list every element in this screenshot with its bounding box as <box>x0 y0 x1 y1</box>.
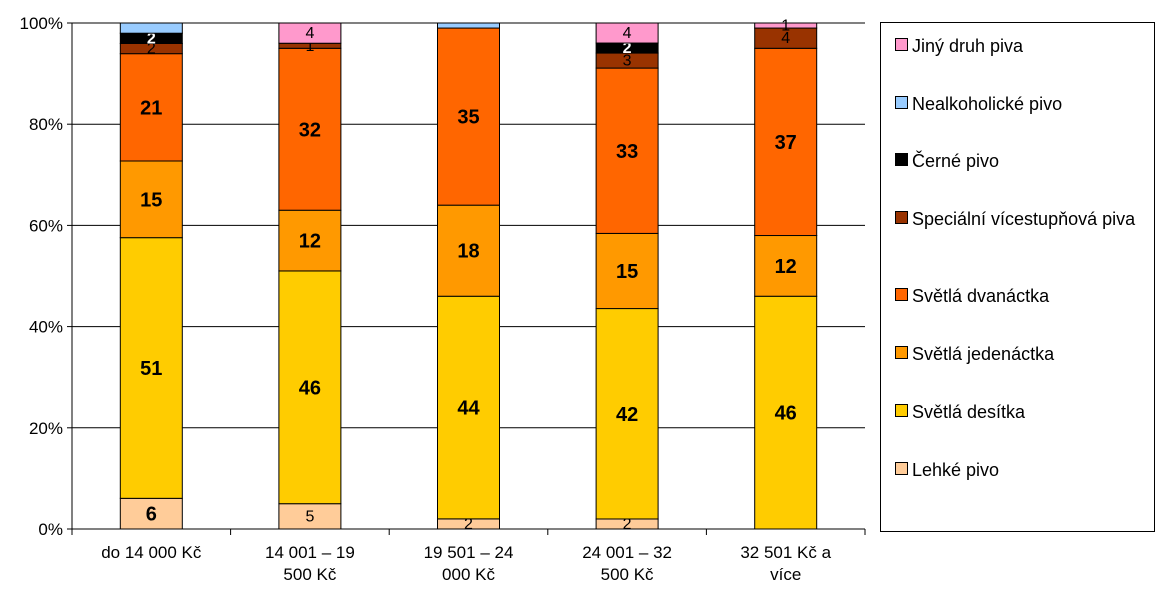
data-label: 1 <box>305 38 314 55</box>
x-tick-label: 000 Kč <box>442 565 495 584</box>
data-label: 4 <box>781 30 790 47</box>
bar-segment <box>119 160 183 239</box>
data-label: 12 <box>299 231 321 253</box>
data-label: 4 <box>305 25 314 42</box>
legend-label: Speciální vícestupňová piva <box>912 209 1136 229</box>
bar-segment <box>437 295 500 520</box>
legend-item: Speciální vícestupňová piva <box>895 208 1153 231</box>
data-label: 46 <box>775 403 797 425</box>
bar-segment <box>595 67 659 234</box>
bar-segment <box>595 22 659 44</box>
bar-segment <box>754 235 818 297</box>
legend-label: Nealkoholické pivo <box>912 94 1063 114</box>
data-label: 15 <box>616 261 638 283</box>
legend-item: Světlá dvanáctka <box>895 285 1153 308</box>
legend-swatch <box>895 346 908 359</box>
data-label: 2 <box>147 41 156 58</box>
data-label: 42 <box>616 404 638 426</box>
y-tick-label: 60% <box>29 216 63 235</box>
bar-segment <box>595 308 659 520</box>
x-tick-label: 500 Kč <box>601 565 654 584</box>
bar-segment <box>119 22 183 34</box>
data-label: 5 <box>305 508 314 525</box>
data-label: 46 <box>299 377 321 399</box>
legend-item: Černé pivo <box>895 150 1153 173</box>
x-tick-label: do 14 000 Kč <box>101 543 202 562</box>
bar-segment <box>278 47 342 211</box>
legend-swatch <box>895 96 908 109</box>
x-tick-label: 24 001 – 32 <box>582 543 672 562</box>
data-label: 18 <box>457 241 479 263</box>
legend-item: Lehké pivo <box>895 459 1153 482</box>
legend-label: Černé pivo <box>912 151 1000 171</box>
data-label: 32 <box>299 119 321 141</box>
legend-label: Světlá dvanáctka <box>912 286 1050 306</box>
legend-item: Nealkoholické pivo <box>895 93 1153 116</box>
x-tick-label: 32 501 Kč a <box>740 543 831 562</box>
legend-swatch <box>895 462 908 475</box>
y-tick-label: 0% <box>38 520 63 539</box>
legend-item: Světlá desítka <box>895 401 1153 424</box>
data-label: 44 <box>457 398 480 420</box>
legend-swatch <box>895 38 908 51</box>
x-tick-label: 19 501 – 24 <box>424 543 514 562</box>
legend-swatch <box>895 288 908 301</box>
data-label: 33 <box>616 141 638 163</box>
bar-segment <box>437 204 500 297</box>
legend-label: Světlá jedenáctka <box>912 344 1055 364</box>
data-label: 37 <box>775 132 797 154</box>
data-label: 2 <box>623 516 632 533</box>
bar-segment <box>754 22 818 29</box>
x-tick-label: 14 001 – 19 <box>265 543 355 562</box>
data-label: 4 <box>623 25 632 42</box>
legend-label: Lehké pivo <box>912 460 1000 480</box>
data-label: 35 <box>457 107 479 129</box>
bar-segment <box>278 503 342 530</box>
x-tick-label: 500 Kč <box>283 565 336 584</box>
legend-item: Světlá jedenáctka <box>895 343 1153 366</box>
data-label: 6 <box>146 504 157 526</box>
bar-segment <box>119 497 183 530</box>
data-label: 12 <box>775 256 797 278</box>
y-tick-label: 80% <box>29 115 63 134</box>
y-tick-label: 20% <box>29 419 63 438</box>
x-tick-label: více <box>770 565 801 584</box>
legend-label: Jiný druh piva <box>912 36 1024 56</box>
data-label: 21 <box>140 97 162 119</box>
data-label: 15 <box>140 189 162 211</box>
data-label: 3 <box>623 53 632 70</box>
legend-label: Světlá desítka <box>912 402 1026 422</box>
bar-segment <box>119 237 183 499</box>
y-tick-label: 100% <box>20 14 63 33</box>
bar-segment <box>119 53 183 162</box>
data-label: 51 <box>140 358 162 380</box>
bar-segment <box>754 295 818 530</box>
bar-segment <box>437 22 500 29</box>
bar-segment <box>278 270 342 505</box>
legend-swatch <box>895 404 908 417</box>
bar-segment <box>595 232 659 310</box>
legend-swatch <box>895 211 908 224</box>
data-label: 2 <box>147 30 156 47</box>
data-label: 2 <box>623 40 632 57</box>
data-label: 2 <box>464 516 473 533</box>
bar-segment <box>278 22 342 44</box>
y-tick-label: 40% <box>29 318 63 337</box>
legend: Jiný druh piva Nealkoholické pivo Černé pi… <box>880 22 1155 532</box>
data-label: 1 <box>781 18 790 35</box>
legend-item: Jiný druh piva <box>895 35 1153 58</box>
legend-swatch <box>895 153 908 166</box>
